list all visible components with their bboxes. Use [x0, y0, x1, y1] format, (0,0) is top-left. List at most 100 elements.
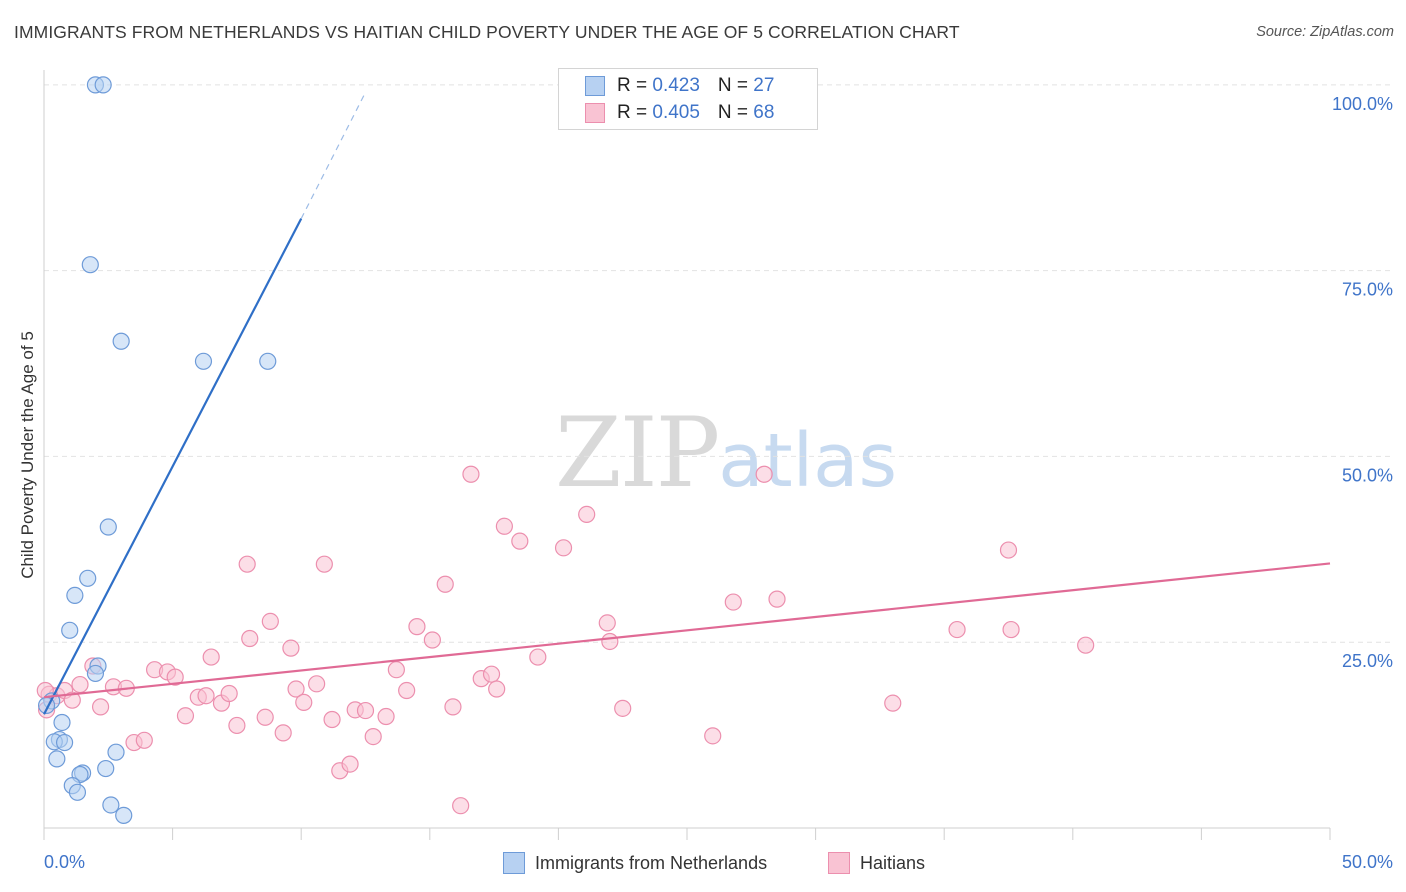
y-tick-label: 75.0% — [1342, 280, 1393, 300]
haitians-point — [274, 724, 292, 742]
haitians-point — [755, 465, 773, 483]
x-tick-label: 50.0% — [1342, 852, 1393, 872]
legend-swatch-netherlands — [585, 76, 605, 96]
netherlands-point — [107, 743, 125, 761]
haitians-point — [135, 731, 153, 749]
haitians-point — [1077, 636, 1095, 654]
haitians-point — [614, 699, 632, 717]
haitians-point — [398, 681, 416, 700]
haitians-point — [423, 631, 441, 649]
haitians-point — [488, 680, 506, 698]
haitians-point — [598, 614, 616, 632]
haitians-point — [197, 687, 215, 705]
haitians-point — [999, 541, 1018, 559]
legend-swatch-haitians — [828, 852, 850, 874]
haitians-point — [341, 755, 359, 773]
netherlands-point — [53, 713, 71, 732]
watermark-zip: ZIP — [555, 397, 720, 509]
legend-n-label: N = — [717, 102, 754, 123]
haitians-point — [295, 693, 313, 712]
netherlands-point — [55, 733, 74, 752]
haitians-point — [238, 555, 256, 573]
netherlands-point — [99, 518, 117, 536]
legend-n-value: 68 — [753, 102, 775, 123]
correlation-legend: R = 0.423 N = 27 R = 0.405 N = 68 — [558, 68, 818, 130]
netherlands-point — [61, 621, 79, 639]
legend-r-value: 0.423 — [652, 75, 700, 96]
netherlands-point — [79, 569, 97, 587]
haitians-point — [554, 539, 573, 557]
haitians-point — [261, 612, 279, 631]
netherlands-point — [94, 76, 112, 94]
netherlands-point — [259, 352, 277, 370]
haitians-point — [323, 710, 341, 729]
netherlands-point — [115, 806, 133, 824]
haitians-point — [387, 661, 405, 679]
haitians-point — [436, 575, 454, 593]
haitians-point — [482, 665, 501, 683]
haitians-point — [529, 648, 547, 666]
haitians-point — [202, 648, 220, 666]
haitians-point — [462, 465, 480, 483]
haitians-point — [601, 632, 619, 651]
haitians-point — [356, 701, 375, 720]
haitians-point — [704, 727, 722, 745]
legend-row-haitians: R = 0.405 N = 68 — [585, 100, 774, 126]
series-legend: Immigrants from Netherlands Haitians — [0, 852, 1406, 878]
legend-r-label: R = — [617, 102, 653, 123]
netherlands-trendline-extension — [300, 92, 367, 219]
watermark-atlas: atlas — [718, 418, 898, 504]
haitians-point — [444, 698, 462, 716]
legend-item-haitians[interactable]: Haitians — [828, 852, 925, 874]
netherlands-point — [81, 256, 99, 274]
haitians-point — [176, 707, 195, 725]
legend-swatch-haitians — [585, 103, 605, 123]
watermark: ZIPatlas — [555, 405, 897, 501]
haitians-point — [315, 555, 333, 573]
haitians-trendline — [43, 562, 1331, 699]
legend-r-label: R = — [617, 75, 653, 96]
haitians-point — [287, 680, 305, 698]
netherlands-point — [102, 796, 120, 814]
netherlands-point — [112, 332, 130, 350]
netherlands-point — [48, 750, 66, 768]
haitians-point — [452, 797, 470, 815]
haitians-point — [511, 532, 529, 550]
haitians-point — [724, 593, 742, 611]
haitians-point — [63, 691, 81, 709]
y-tick-label: 25.0% — [1342, 651, 1393, 671]
haitians-point — [256, 708, 274, 726]
chart-title: IMMIGRANTS FROM NETHERLANDS VS HAITIAN C… — [14, 22, 960, 42]
netherlands-point — [97, 759, 115, 778]
x-tick-label: 0.0% — [44, 852, 85, 872]
legend-row-netherlands: R = 0.423 N = 27 — [585, 73, 774, 99]
haitians-point — [408, 618, 426, 636]
haitians-point — [1002, 620, 1020, 639]
y-tick-label: 100.0% — [1332, 94, 1393, 114]
haitians-point — [220, 684, 238, 703]
haitians-point — [377, 707, 395, 726]
haitians-point — [364, 727, 382, 746]
haitians-point — [91, 698, 110, 716]
source-label: Source: ZipAtlas.com — [1256, 24, 1394, 40]
haitians-point — [768, 590, 786, 608]
legend-item-netherlands[interactable]: Immigrants from Netherlands — [503, 852, 767, 874]
haitians-point — [578, 505, 596, 523]
netherlands-point — [194, 352, 213, 370]
netherlands-point — [86, 664, 105, 683]
haitians-point — [282, 639, 300, 657]
legend-r-value: 0.405 — [652, 102, 700, 123]
haitians-point — [884, 694, 902, 712]
haitians-point — [71, 675, 89, 694]
netherlands-point — [68, 783, 87, 801]
haitians-point — [495, 517, 513, 535]
legend-label-netherlands: Immigrants from Netherlands — [535, 852, 768, 873]
legend-n-label: N = — [717, 75, 754, 96]
netherlands-point — [66, 586, 84, 604]
legend-n-value: 27 — [753, 75, 775, 96]
legend-label-haitians: Haitians — [860, 852, 926, 873]
haitians-point — [308, 675, 326, 693]
haitians-point — [228, 716, 246, 735]
netherlands-trendline — [43, 218, 303, 715]
